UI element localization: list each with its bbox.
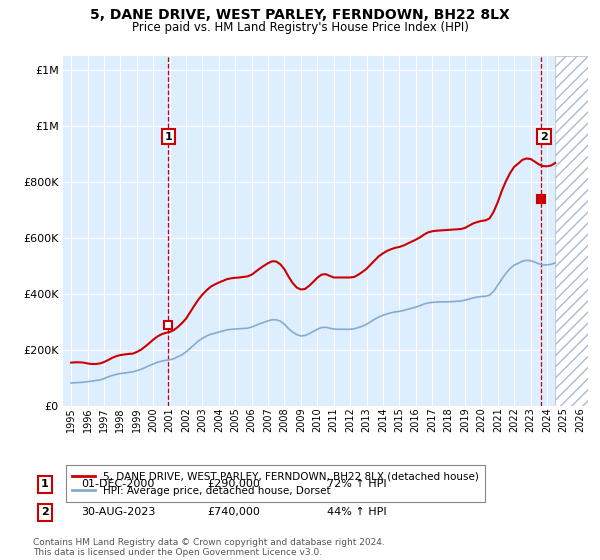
Text: 5, DANE DRIVE, WEST PARLEY, FERNDOWN, BH22 8LX: 5, DANE DRIVE, WEST PARLEY, FERNDOWN, BH… <box>90 8 510 22</box>
Text: 72% ↑ HPI: 72% ↑ HPI <box>327 479 386 489</box>
Legend: 5, DANE DRIVE, WEST PARLEY, FERNDOWN, BH22 8LX (detached house), HPI: Average pr: 5, DANE DRIVE, WEST PARLEY, FERNDOWN, BH… <box>65 465 485 502</box>
Text: 01-DEC-2000: 01-DEC-2000 <box>81 479 154 489</box>
Text: £740,000: £740,000 <box>207 507 260 517</box>
Text: £290,000: £290,000 <box>207 479 260 489</box>
Text: Contains HM Land Registry data © Crown copyright and database right 2024.
This d: Contains HM Land Registry data © Crown c… <box>33 538 385 557</box>
Text: 30-AUG-2023: 30-AUG-2023 <box>81 507 155 517</box>
Text: Price paid vs. HM Land Registry's House Price Index (HPI): Price paid vs. HM Land Registry's House … <box>131 21 469 34</box>
Bar <box>555 56 588 406</box>
Bar <box>555 56 588 406</box>
Text: 2: 2 <box>540 132 548 142</box>
Text: 1: 1 <box>164 132 172 142</box>
Text: 1: 1 <box>41 479 49 489</box>
Text: 2: 2 <box>41 507 49 517</box>
Text: 44% ↑ HPI: 44% ↑ HPI <box>327 507 386 517</box>
